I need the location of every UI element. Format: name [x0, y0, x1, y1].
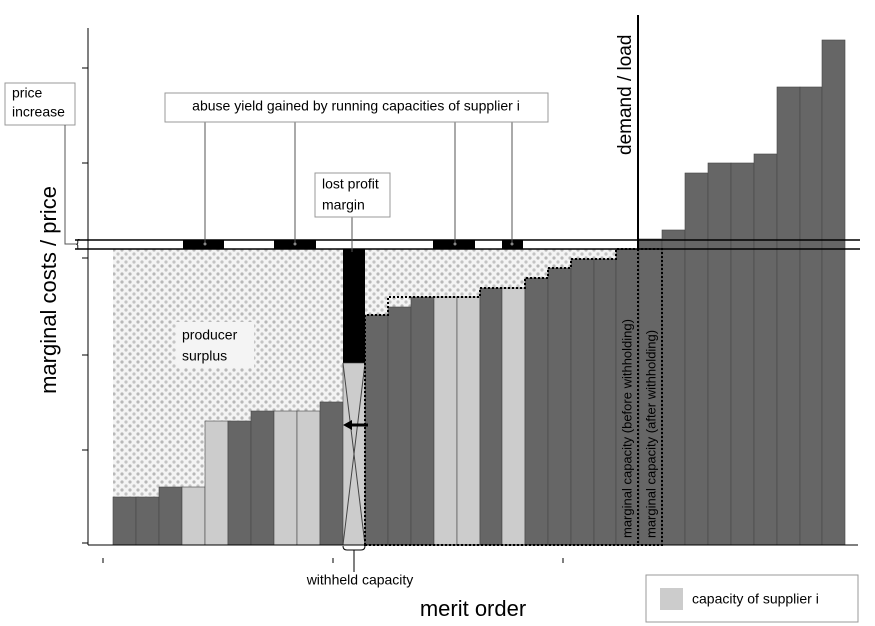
bar	[456, 296, 481, 546]
bar	[364, 314, 389, 546]
x-axis-label: merit order	[420, 596, 526, 621]
bar	[273, 410, 298, 546]
surplus-box	[176, 322, 254, 368]
withheld-label: withheld capacity	[306, 572, 414, 588]
surplus-label: surplus	[182, 348, 227, 364]
bar	[250, 410, 275, 546]
lost-margin-bar	[343, 249, 365, 363]
leader	[64, 125, 77, 245]
leader-dot	[203, 242, 207, 246]
abuse-yield	[183, 240, 224, 249]
withheld-cross	[342, 362, 366, 546]
bar	[707, 162, 732, 546]
marginal-before: marginal capacity (before withholding)	[619, 319, 634, 538]
legend-label: capacity of supplier i	[692, 591, 819, 607]
bar	[181, 486, 206, 546]
marginal-after: marginal capacity (after withholding)	[643, 330, 658, 538]
dotted-outline	[364, 248, 663, 546]
bar	[593, 258, 617, 546]
bar	[227, 420, 252, 546]
abuse-label: abuse yield gained by running capacities…	[192, 98, 520, 114]
bar	[524, 277, 549, 546]
bar	[296, 410, 321, 546]
brace: {	[76, 238, 80, 250]
leader-dot	[510, 242, 514, 246]
lost-box	[314, 172, 391, 218]
bar	[204, 420, 229, 546]
legend-swatch	[660, 588, 683, 610]
bar	[799, 86, 823, 546]
abuse-box	[164, 92, 549, 123]
bar	[821, 39, 846, 546]
bar	[158, 486, 183, 546]
bar	[410, 296, 435, 546]
bar	[387, 306, 412, 546]
bar	[547, 267, 572, 546]
bar	[433, 296, 458, 546]
surplus-label: producer	[182, 327, 238, 343]
bar	[570, 258, 595, 546]
bar	[501, 287, 526, 546]
leader-dot	[453, 242, 457, 246]
bar	[776, 86, 801, 546]
arrow-head	[343, 420, 352, 430]
plot	[75, 15, 860, 572]
bar	[753, 153, 778, 546]
lost-label: lost profit	[322, 176, 379, 192]
bar	[112, 496, 137, 546]
demand-label: demand / load	[615, 35, 636, 155]
bar	[661, 229, 686, 546]
bar	[479, 287, 503, 546]
bar	[730, 162, 755, 546]
y-axis-label: marginal costs / price	[36, 186, 61, 394]
leader-dot	[293, 242, 297, 246]
withheld-bracket	[342, 545, 366, 572]
bar	[135, 496, 160, 546]
bar	[684, 172, 709, 546]
lost-label: margin	[322, 197, 365, 213]
price-label: price	[12, 85, 43, 101]
bar	[319, 401, 344, 546]
price-box	[4, 82, 76, 126]
price-label: increase	[12, 104, 65, 120]
